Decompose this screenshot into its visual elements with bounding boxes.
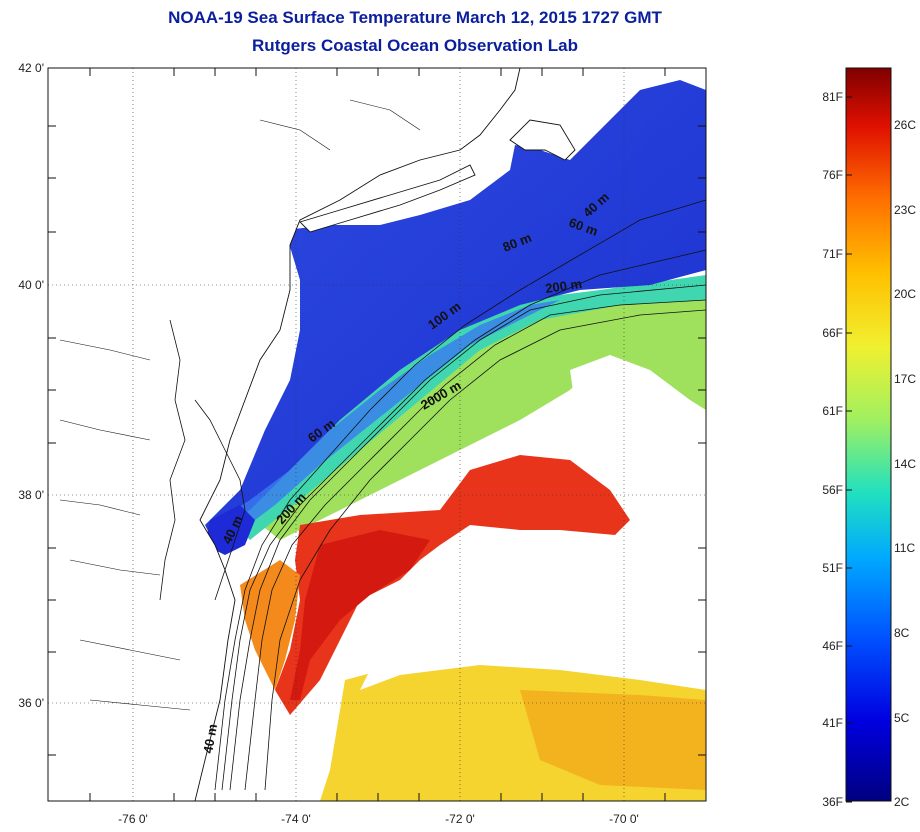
lon-label: -72 0' [445, 812, 475, 826]
isobath-label: 40 m [200, 723, 220, 755]
graticule [48, 68, 706, 801]
lat-label: 38 0' [18, 488, 44, 502]
map-subtitle: Rutgers Coastal Ocean Observation Lab [252, 36, 578, 55]
colorbar-c-label: 8C [894, 626, 910, 640]
colorbar-c-label: 2C [894, 795, 910, 809]
colorbar-c-label: 11C [894, 541, 915, 555]
colorbar-f-label: 76F [822, 168, 843, 182]
lat-label: 36 0' [18, 696, 44, 710]
colorbar-f-label: 41F [822, 716, 843, 730]
colorbar-c-label: 26C [894, 118, 916, 132]
latitude-labels: 42 0' 40 0' 38 0' 36 0' [18, 61, 44, 710]
lat-label: 42 0' [18, 61, 44, 75]
lon-label: -70 0' [609, 812, 639, 826]
colorbar-f-label: 51F [822, 561, 843, 575]
colorbar-c-label: 14C [894, 457, 916, 471]
map-title: NOAA-19 Sea Surface Temperature March 12… [168, 8, 662, 27]
delmarva [194, 399, 246, 601]
colorbar-f-label: 36F [822, 795, 843, 809]
colorbar-f-label: 66F [822, 326, 843, 340]
colorbar-c-label: 5C [894, 711, 910, 725]
colorbar-c-label: 17C [894, 372, 916, 386]
shelf-water-light [210, 300, 560, 535]
map-frame [47, 67, 707, 802]
gulf-stream [275, 455, 630, 715]
slope-water-cyan [230, 275, 706, 540]
rivers [59, 99, 421, 711]
isobaths [214, 199, 706, 791]
warm-water-south-orange [520, 690, 706, 790]
map-area: 40 m 60 m 80 m 200 m 100 m 2000 m 60 m 2… [48, 68, 706, 801]
shelf-water [205, 80, 706, 535]
cloud-gap [360, 535, 706, 690]
colorbar-fahrenheit-labels: 81F 76F 71F 66F 61F 56F 51F 46F 41F 36F [822, 90, 852, 809]
colorbar-f-label: 56F [822, 483, 843, 497]
cape-cod [509, 119, 576, 161]
colorbar-c-label: 23C [894, 203, 916, 217]
colorbar-c-label: 20C [894, 287, 916, 301]
cloud-gap-east [570, 355, 706, 520]
isobath-label: 200 m [544, 276, 583, 296]
lat-label: 40 0' [18, 278, 44, 292]
lon-label: -74 0' [281, 812, 311, 826]
longitude-labels: -76 0' -74 0' -72 0' -70 0' [118, 812, 639, 826]
gulf-stream-core [290, 530, 430, 700]
long-island [299, 164, 476, 233]
axis-ticks [48, 68, 706, 801]
colorbar-f-label: 71F [822, 247, 843, 261]
chesapeake-bay [159, 319, 186, 601]
colorbar-f-label: 61F [822, 404, 843, 418]
colorbar-f-label: 81F [822, 90, 843, 104]
colorbar [845, 67, 892, 802]
colorbar-celsius-labels: 26C 23C 20C 17C 14C 11C 8C 5C 2C [894, 118, 916, 809]
colorbar-f-label: 46F [822, 639, 843, 653]
lon-label: -76 0' [118, 812, 148, 826]
slope-water [255, 280, 706, 540]
gulf-stream-edge [240, 560, 300, 690]
land-mass [48, 68, 521, 801]
